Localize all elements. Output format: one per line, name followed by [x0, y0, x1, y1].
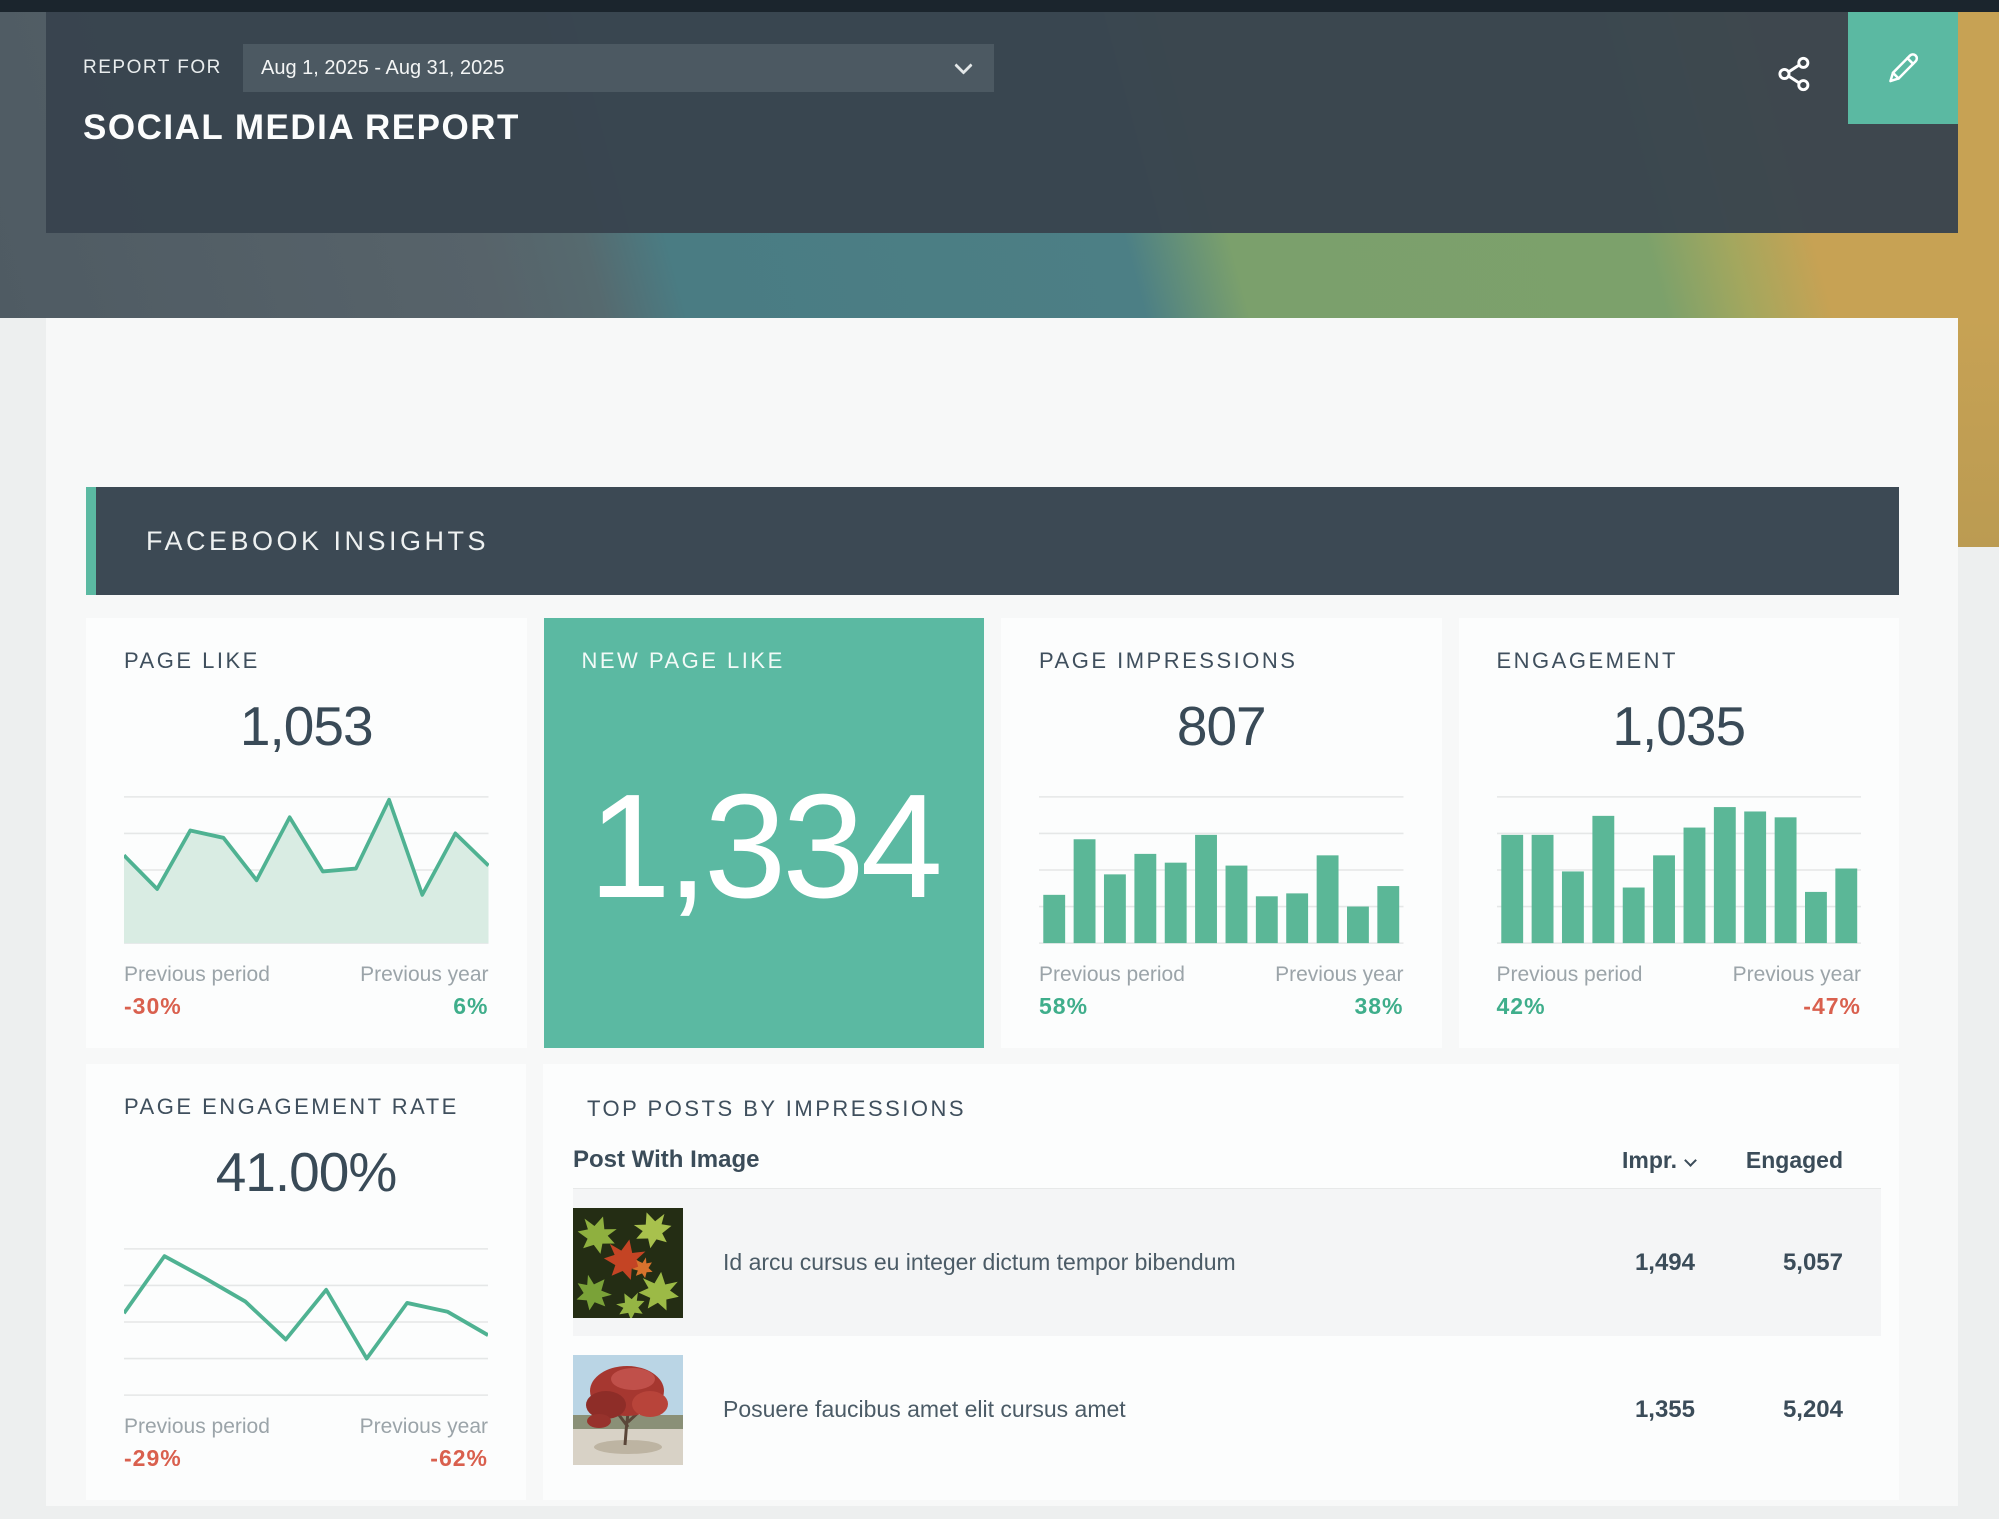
metric-title: PAGE ENGAGEMENT RATE	[124, 1094, 459, 1119]
metric-title: ENGAGEMENT	[1496, 648, 1678, 673]
metric-value: 1,053	[239, 695, 374, 757]
report-body: FACEBOOK INSIGHTS PAGE LIKE 1,053 Previo…	[46, 318, 1958, 1506]
previous-period-value: 42%	[1496, 993, 1546, 1019]
post-impressions: 1,494	[1634, 1248, 1695, 1276]
previous-year-label: Previous year	[359, 1415, 488, 1438]
previous-year-value: 38%	[1354, 993, 1404, 1019]
metric-title: PAGE LIKE	[124, 648, 260, 673]
previous-year-label: Previous year	[1275, 963, 1404, 986]
previous-year-value: -62%	[430, 1445, 488, 1471]
previous-period-label: Previous period	[124, 963, 270, 986]
previous-period-value: -30%	[124, 993, 182, 1019]
metric-value: 807	[1176, 695, 1267, 757]
report-header: REPORT FOR Aug 1, 2025 - Aug 31, 2025 SO…	[46, 12, 1958, 233]
page-like-area-chart	[124, 791, 489, 947]
date-range-value: Aug 1, 2025 - Aug 31, 2025	[261, 56, 505, 79]
date-range-dropdown[interactable]: Aug 1, 2025 - Aug 31, 2025	[243, 44, 994, 92]
top-posts-table-header: Post With Image Impr. Engaged	[573, 1146, 1881, 1189]
post-title: Id arcu cursus eu integer dictum tempor …	[723, 1249, 1236, 1275]
top-posts-title: TOP POSTS BY IMPRESSIONS	[587, 1096, 967, 1121]
previous-year-value: 6%	[453, 993, 489, 1019]
table-row: Id arcu cursus eu integer dictum tempor …	[573, 1189, 1881, 1336]
metric-card-page-like: PAGE LIKE 1,053 Previous period Previous…	[86, 618, 527, 1048]
previous-year-value: -47%	[1803, 993, 1861, 1019]
pencil-icon	[1889, 53, 1919, 83]
report-for-label: REPORT FOR	[83, 57, 222, 78]
share-icon	[1778, 56, 1810, 92]
metric-value: 41.00%	[215, 1141, 398, 1203]
previous-period-value: -29%	[124, 1445, 182, 1471]
background-collage-edge	[1958, 318, 1999, 547]
metric-value: 1,035	[1612, 695, 1746, 757]
section-title: FACEBOOK INSIGHTS	[146, 525, 490, 556]
red-maple-tree-thumbnail	[573, 1354, 683, 1465]
chevron-down-icon	[954, 55, 973, 75]
previous-year-label: Previous year	[1732, 963, 1861, 986]
post-title: Posuere faucibus amet elit cursus amet	[723, 1396, 1126, 1422]
previous-period-label: Previous period	[1039, 963, 1185, 986]
column-header-post: Post With Image	[573, 1146, 760, 1173]
column-header-engaged: Engaged	[1745, 1146, 1843, 1173]
edit-report-button[interactable]	[1848, 12, 1958, 124]
post-engaged: 5,057	[1782, 1248, 1843, 1276]
metric-value: 1,334	[588, 764, 943, 929]
top-strip	[0, 0, 1999, 12]
metric-title: NEW PAGE LIKE	[581, 648, 785, 673]
autumn-leaves-thumbnail	[573, 1207, 683, 1318]
engagement-bar-chart	[1496, 791, 1861, 947]
page-title: SOCIAL MEDIA REPORT	[83, 108, 520, 147]
post-impressions: 1,355	[1634, 1395, 1695, 1423]
engagement-rate-line-chart	[124, 1243, 488, 1399]
metric-card-page-impressions: PAGE IMPRESSIONS 807 Previous period Pre…	[1001, 618, 1442, 1048]
table-row: Posuere faucibus amet elit cursus amet 1…	[573, 1336, 1881, 1483]
metric-card-engagement: ENGAGEMENT 1,035 Previous period Previou…	[1458, 618, 1899, 1048]
section-header-facebook-insights: FACEBOOK INSIGHTS	[86, 487, 1899, 595]
previous-period-value: 58%	[1039, 993, 1089, 1019]
top-posts-card: TOP POSTS BY IMPRESSIONS Post With Image…	[543, 1064, 1899, 1500]
previous-period-label: Previous period	[124, 1415, 270, 1438]
metric-cards-row: PAGE LIKE 1,053 Previous period Previous…	[86, 618, 1899, 1048]
previous-period-label: Previous period	[1496, 963, 1643, 986]
metric-card-new-page-like: NEW PAGE LIKE 1,334	[543, 618, 984, 1048]
metric-card-page-engagement-rate: PAGE ENGAGEMENT RATE 41.00% Previous per…	[86, 1064, 526, 1500]
post-engaged: 5,204	[1782, 1395, 1843, 1423]
share-button[interactable]	[1767, 46, 1823, 102]
metric-title: PAGE IMPRESSIONS	[1039, 648, 1298, 673]
page-impressions-bar-chart	[1039, 791, 1404, 947]
bottom-row: PAGE ENGAGEMENT RATE 41.00% Previous per…	[86, 1064, 1899, 1500]
column-header-impressions-sort[interactable]: Impr.	[1555, 1147, 1697, 1174]
previous-year-label: Previous year	[360, 963, 489, 986]
